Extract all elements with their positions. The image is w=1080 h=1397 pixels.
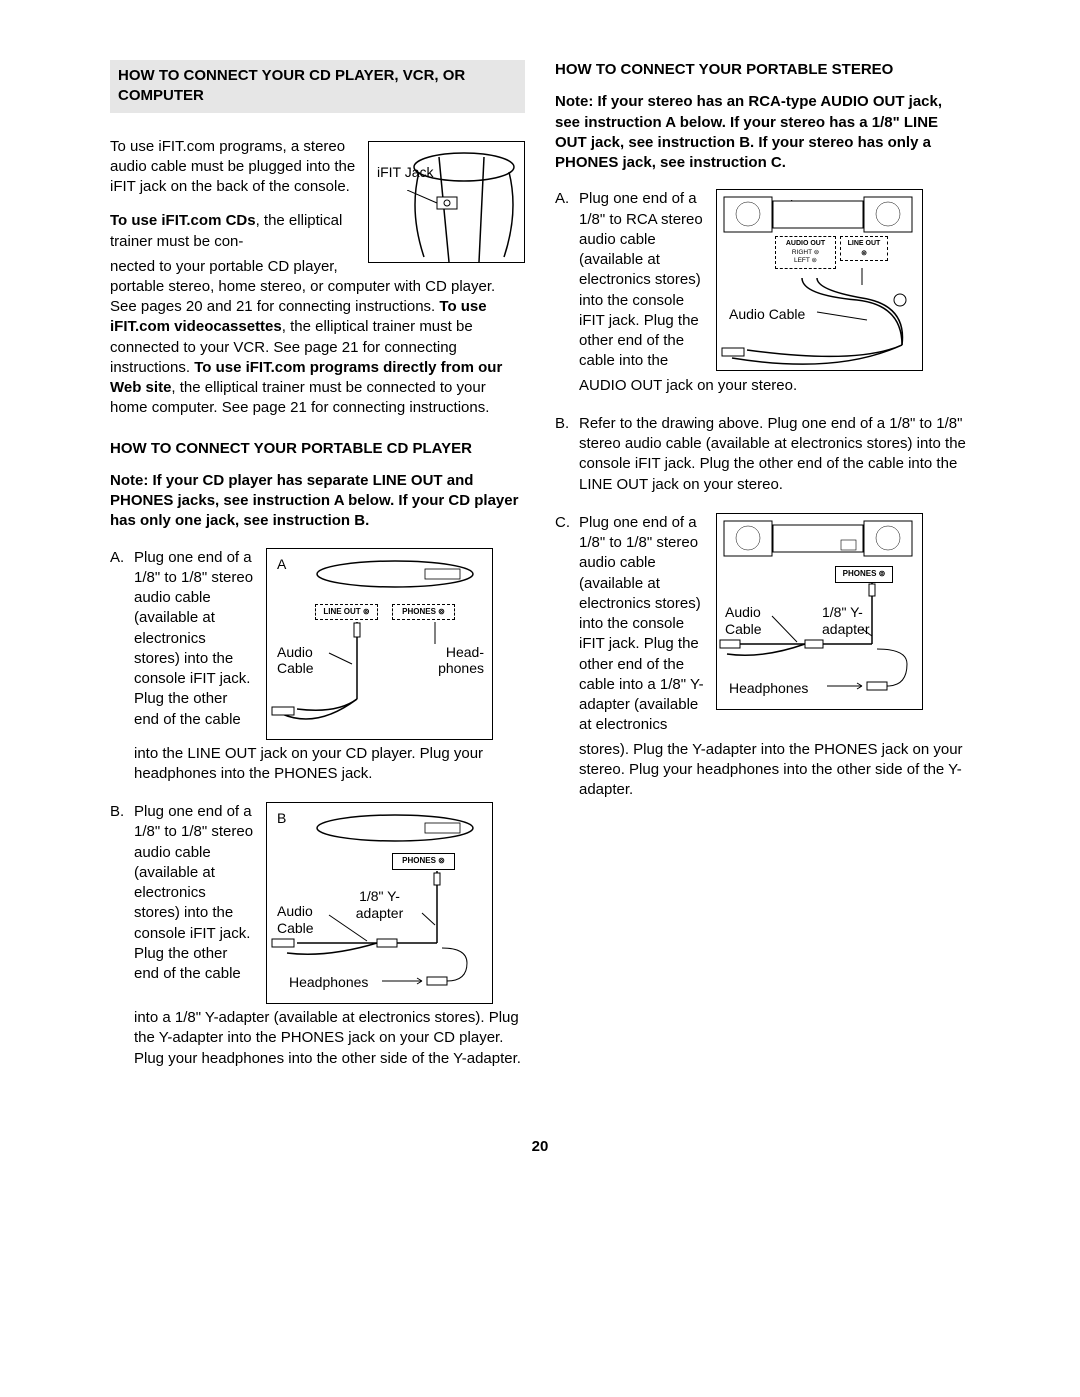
ifit-figure: iFIT Jack	[368, 141, 525, 263]
right-item-b: B. Refer to the drawing above. Plug one …	[555, 414, 970, 495]
right-item-a: A. Plug one end of a 1/8" to RCA stereo …	[555, 189, 970, 396]
left-item-b: B. Plug one end of a 1/8" to 1/8" stereo…	[110, 802, 525, 1069]
left-section-header: HOW TO CONNECT YOUR CD PLAYER, VCR, OR C…	[110, 60, 525, 113]
figure-a: A LINE OUT ⊚ PHONES ⊚ Audio Cable Head-p	[266, 548, 493, 740]
figure-b: B PHONES ⊚ Audio Cable 1/8" Y-adapter He…	[266, 802, 493, 1004]
ifit-jack-label: iFIT Jack	[377, 164, 434, 180]
right-item-c: C. Plug one end of a 1/8" to 1/8" stereo…	[555, 513, 970, 801]
right-column: HOW TO CONNECT YOUR PORTABLE STEREO Note…	[555, 60, 970, 1087]
left-item-a: A. Plug one end of a 1/8" to 1/8" stereo…	[110, 548, 525, 785]
left-sub1: HOW TO CONNECT YOUR PORTABLE CD PLAYER	[110, 439, 525, 459]
figure-c: C PHONES ⊚ Audio Cable	[716, 513, 923, 710]
page-number: 20	[110, 1137, 970, 1157]
right-note: Note: If your stereo has an RCA-type AUD…	[555, 92, 970, 173]
left-note1: Note: If your CD player has separate LIN…	[110, 471, 525, 532]
left-column: HOW TO CONNECT YOUR CD PLAYER, VCR, OR C…	[110, 60, 525, 1087]
figure-ab: A/B AUDIO OUT RIGHT ⊚	[716, 189, 923, 371]
right-header: HOW TO CONNECT YOUR PORTABLE STEREO	[555, 60, 970, 80]
intro-paragraph-2b: nected to your portable CD player, porta…	[110, 257, 525, 419]
